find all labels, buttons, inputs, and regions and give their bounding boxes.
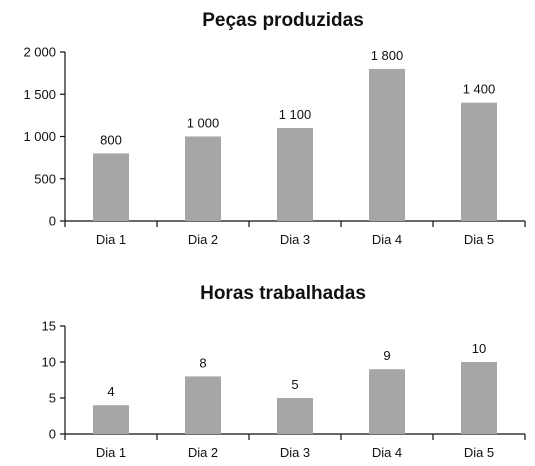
y-tick-label: 500 bbox=[34, 171, 56, 186]
chart-pecas-produzidas: Peças produzidas 0 500 1 000 1 500 2 000 800 D… bbox=[23, 10, 526, 247]
bar-dia-4 bbox=[369, 68, 405, 222]
bar-dia-1 bbox=[93, 405, 129, 434]
bar-dia-1 bbox=[93, 153, 129, 221]
x-tick-label: Dia 2 bbox=[188, 445, 218, 460]
y-tick-label: 2 000 bbox=[23, 45, 56, 60]
data-label: 800 bbox=[100, 132, 122, 147]
y-tick-label: 5 bbox=[49, 391, 56, 406]
data-label: 8 bbox=[199, 355, 206, 370]
data-label: 1 800 bbox=[371, 48, 404, 63]
x-tick-label: Dia 4 bbox=[372, 445, 402, 460]
bar-dia-3 bbox=[277, 128, 313, 221]
x-tick-label: Dia 4 bbox=[372, 232, 402, 247]
y-tick-label: 0 bbox=[49, 427, 56, 442]
bar-dia-2 bbox=[185, 376, 221, 434]
x-tick-label: Dia 3 bbox=[280, 445, 310, 460]
data-label: 1 000 bbox=[187, 116, 220, 131]
x-tick-label: Dia 5 bbox=[464, 232, 494, 247]
data-label: 1 400 bbox=[463, 82, 496, 97]
y-tick-label: 1 500 bbox=[23, 87, 56, 102]
y-tick-label: 10 bbox=[42, 355, 56, 370]
x-tick-label: Dia 1 bbox=[96, 445, 126, 460]
data-label: 1 100 bbox=[279, 107, 312, 122]
data-label: 5 bbox=[291, 377, 298, 392]
x-tick-label: Dia 3 bbox=[280, 232, 310, 247]
x-tick-label: Dia 5 bbox=[464, 445, 494, 460]
chart-title: Peças produzidas bbox=[202, 10, 364, 31]
bar-dia-2 bbox=[185, 136, 221, 221]
x-tick-label: Dia 1 bbox=[96, 232, 126, 247]
chart-horas-trabalhadas: Horas trabalhadas 0 5 10 15 4 Dia 1 8 Dia 2 5 Dia… bbox=[42, 283, 526, 460]
data-label: 10 bbox=[472, 341, 486, 356]
data-label: 9 bbox=[383, 348, 390, 363]
y-tick-label: 1 000 bbox=[23, 129, 56, 144]
bar-dia-5 bbox=[461, 102, 497, 221]
chart-title: Horas trabalhadas bbox=[200, 283, 366, 304]
x-tick-label: Dia 2 bbox=[188, 232, 218, 247]
y-tick-label: 15 bbox=[42, 319, 56, 334]
bar-dia-3 bbox=[277, 398, 313, 434]
data-label: 4 bbox=[107, 384, 114, 399]
bar-dia-5 bbox=[461, 362, 497, 434]
bar-dia-4 bbox=[369, 369, 405, 434]
y-tick-label: 0 bbox=[49, 214, 56, 229]
